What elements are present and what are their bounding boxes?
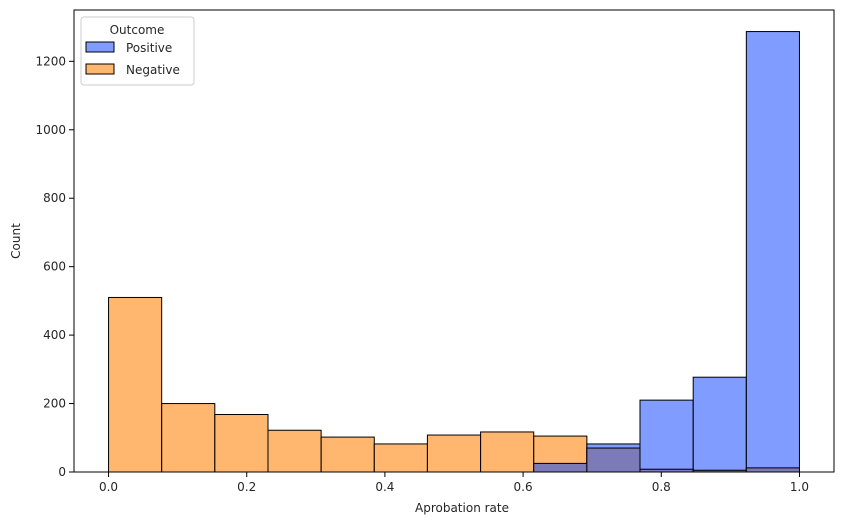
overlap-bars bbox=[533, 447, 800, 473]
x-tick-label: 0.6 bbox=[514, 480, 533, 494]
y-tick-label: 1000 bbox=[35, 123, 66, 137]
y-tick-label: 0 bbox=[58, 465, 66, 479]
bar-overlap bbox=[586, 447, 641, 473]
legend-swatch-positive bbox=[85, 41, 115, 53]
legend-swatch-negative bbox=[85, 63, 115, 75]
y-axis-label: Count bbox=[9, 223, 23, 259]
bar-negative bbox=[373, 443, 428, 473]
bar-negative bbox=[161, 403, 216, 473]
bar-overlap bbox=[745, 467, 800, 473]
x-tick-label: 0.2 bbox=[237, 480, 256, 494]
y-tick-label: 600 bbox=[43, 260, 66, 274]
x-tick-label: 0.0 bbox=[99, 480, 118, 494]
x-axis: 0.0 0.2 0.4 0.6 0.8 1.0 bbox=[99, 472, 809, 494]
legend: Outcome Positive Negative bbox=[80, 16, 195, 86]
y-tick-label: 800 bbox=[43, 191, 66, 205]
y-tick-label: 200 bbox=[43, 397, 66, 411]
bar-positive bbox=[692, 376, 747, 473]
y-tick-label: 1200 bbox=[35, 54, 66, 68]
legend-title: Outcome bbox=[110, 23, 165, 37]
legend-label-positive: Positive bbox=[126, 41, 172, 55]
negative-bars bbox=[108, 296, 800, 473]
bar-overlap bbox=[533, 462, 588, 473]
x-tick-label: 0.8 bbox=[652, 480, 671, 494]
x-axis-label: Aprobation rate bbox=[415, 501, 509, 515]
bar-negative bbox=[214, 414, 269, 473]
bar-negative bbox=[320, 436, 375, 473]
bar-negative bbox=[480, 431, 535, 473]
y-tick-label: 400 bbox=[43, 328, 66, 342]
positive-bars bbox=[533, 31, 800, 473]
y-axis: 0 200 400 600 800 1000 1200 bbox=[35, 54, 74, 479]
x-tick-label: 0.4 bbox=[375, 480, 394, 494]
bar-positive bbox=[745, 31, 800, 473]
plot-frame bbox=[73, 9, 835, 473]
bar-negative bbox=[267, 429, 322, 473]
bar-positive bbox=[639, 399, 694, 473]
x-tick-label: 1.0 bbox=[790, 480, 809, 494]
bar-negative bbox=[108, 296, 163, 473]
bar-negative bbox=[426, 434, 482, 473]
legend-label-negative: Negative bbox=[126, 63, 180, 77]
